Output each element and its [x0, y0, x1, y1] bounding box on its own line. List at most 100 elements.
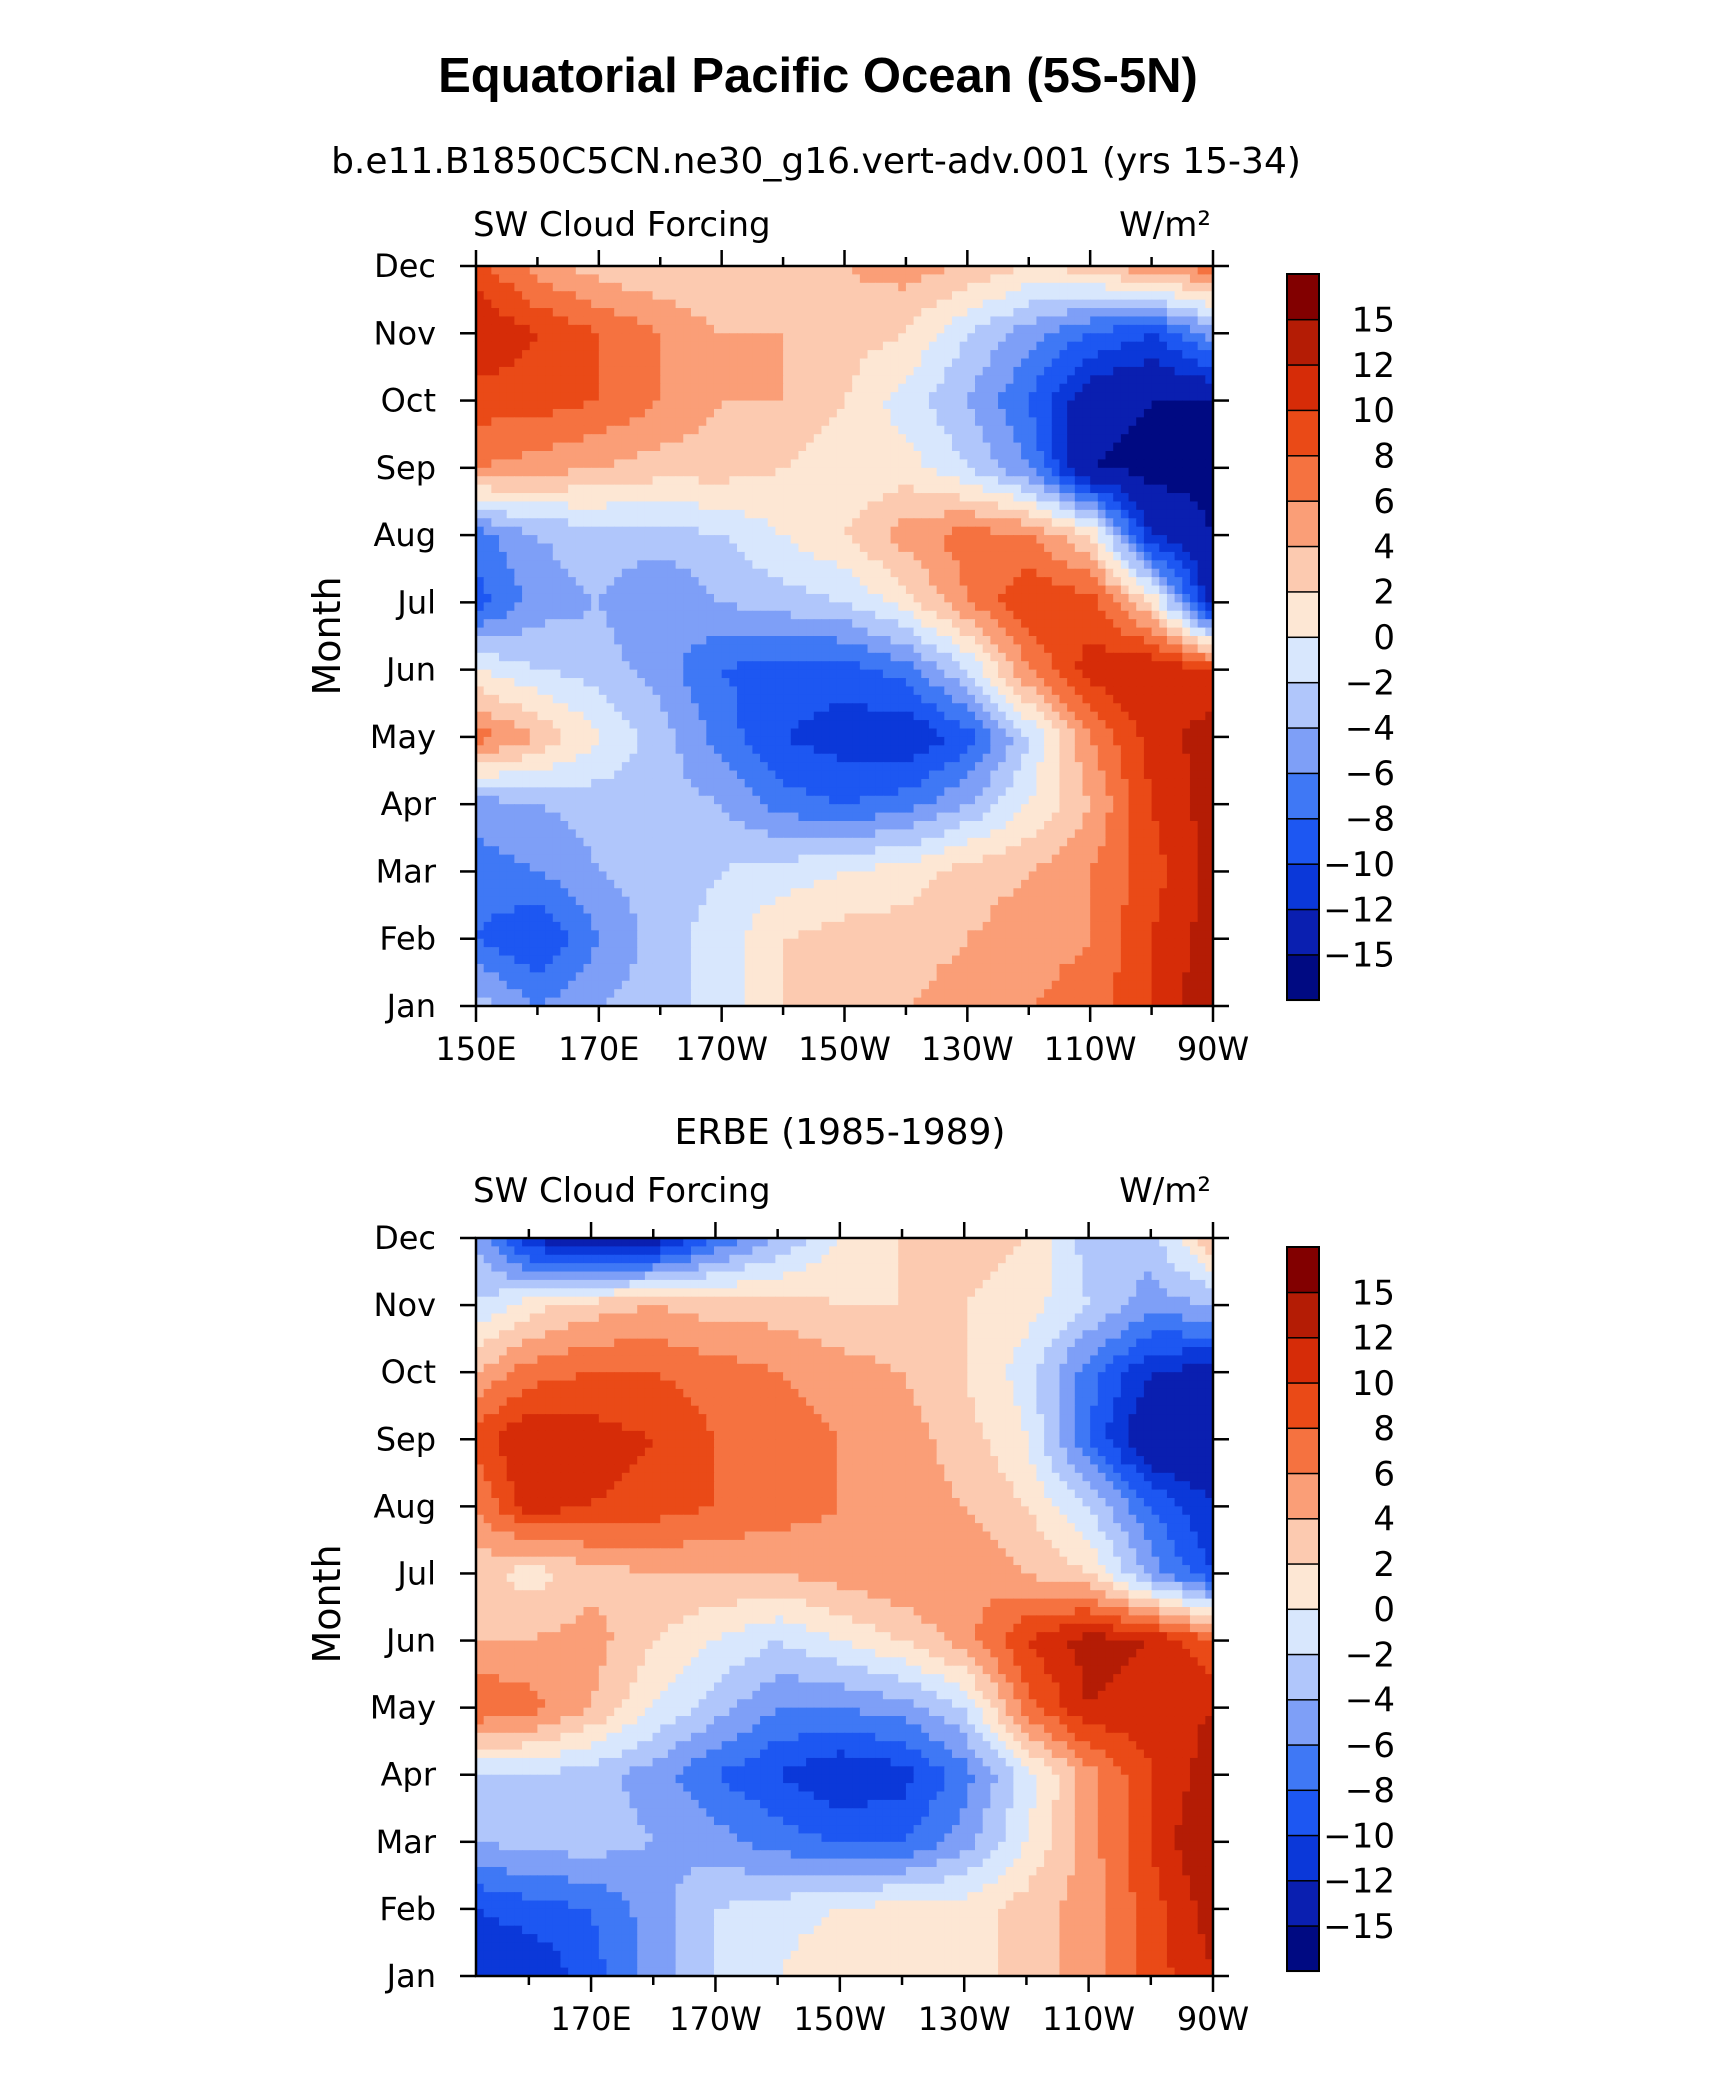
- heatmap-cell: [744, 602, 753, 612]
- heatmap-cell: [1159, 375, 1168, 385]
- heatmap-cell: [867, 392, 876, 402]
- heatmap-cell: [1028, 636, 1038, 646]
- heatmap-cell: [652, 341, 661, 351]
- heatmap-cell: [575, 568, 585, 578]
- heatmap-cell: [798, 694, 807, 704]
- heatmap-cell: [499, 518, 508, 528]
- heatmap-cell: [606, 577, 615, 587]
- heatmap-cell: [921, 425, 930, 435]
- heatmap-cell: [614, 526, 623, 536]
- heatmap-cell: [1166, 678, 1176, 688]
- heatmap-cell: [629, 501, 638, 511]
- heatmap-cell: [1105, 661, 1114, 671]
- heatmap-cell: [990, 274, 999, 284]
- heatmap-cell: [890, 560, 899, 570]
- heatmap-cell: [836, 425, 846, 435]
- heatmap-cell: [1136, 358, 1145, 368]
- heatmap-cell: [1005, 375, 1014, 385]
- heatmap-cell: [606, 593, 615, 603]
- heatmap-cell: [690, 509, 700, 519]
- heatmap-cell: [660, 366, 669, 376]
- heatmap-cell: [545, 577, 554, 587]
- heatmap-cell: [499, 568, 508, 578]
- heatmap-cell: [775, 501, 784, 511]
- heatmap-cell: [1189, 333, 1199, 343]
- heatmap-cell: [844, 610, 853, 620]
- heatmap-cell: [629, 593, 638, 603]
- heatmap-cell: [790, 627, 800, 637]
- heatmap-cell: [859, 350, 869, 360]
- heatmap-cell: [737, 501, 746, 511]
- heatmap-cell: [1182, 308, 1191, 318]
- heatmap-cell: [806, 467, 815, 477]
- heatmap-cell: [867, 324, 876, 334]
- heatmap-cell: [1074, 669, 1084, 679]
- heatmap-cell: [606, 493, 615, 503]
- heatmap-cell: [667, 543, 677, 553]
- heatmap-cell: [967, 501, 976, 511]
- heatmap-cell: [913, 383, 922, 393]
- heatmap-cell: [506, 644, 515, 654]
- heatmap-cell: [752, 316, 761, 326]
- heatmap-cell: [1136, 400, 1145, 410]
- heatmap-cell: [898, 341, 907, 351]
- heatmap-cell: [1205, 350, 1213, 360]
- heatmap-cell: [706, 266, 715, 276]
- heatmap-cell: [514, 560, 523, 570]
- heatmap-cell: [875, 358, 884, 368]
- heatmap-cell: [752, 602, 761, 612]
- heatmap-cell: [798, 383, 807, 393]
- heatmap-cell: [1189, 577, 1199, 587]
- heatmap-cell: [1044, 568, 1053, 578]
- heatmap-cell: [637, 585, 646, 595]
- heatmap-cell: [1074, 661, 1084, 671]
- heatmap-cell: [614, 375, 623, 385]
- heatmap-cell: [529, 543, 539, 553]
- heatmap-cell: [583, 333, 592, 343]
- heatmap-cell: [1189, 358, 1199, 368]
- heatmap-cell: [698, 619, 707, 629]
- heatmap-cell: [1136, 299, 1145, 309]
- heatmap-cell: [998, 350, 1007, 360]
- heatmap-cell: [1082, 577, 1091, 587]
- heatmap-cell: [1166, 400, 1176, 410]
- heatmap-cell: [644, 602, 654, 612]
- heatmap-cell: [882, 585, 892, 595]
- heatmap-cell: [660, 467, 669, 477]
- heatmap-cell: [529, 451, 539, 461]
- heatmap-cell: [844, 602, 853, 612]
- heatmap-cell: [998, 408, 1007, 418]
- heatmap-cell: [690, 308, 700, 318]
- heatmap-cell: [690, 442, 700, 452]
- heatmap-cell: [476, 341, 485, 351]
- heatmap-cell: [514, 434, 523, 444]
- heatmap-cell: [1197, 577, 1206, 587]
- heatmap-cell: [1128, 358, 1137, 368]
- heatmap-cell: [667, 577, 677, 587]
- heatmap-cell: [713, 585, 723, 595]
- heatmap-cell: [752, 669, 761, 679]
- heatmap-cell: [913, 358, 922, 368]
- heatmap-cell: [1120, 299, 1130, 309]
- heatmap-cell: [1074, 434, 1084, 444]
- heatmap-cell: [1159, 341, 1168, 351]
- heatmap-cell: [798, 644, 807, 654]
- heatmap-cell: [660, 669, 669, 679]
- heatmap-cell: [1013, 610, 1022, 620]
- heatmap-cell: [1197, 694, 1206, 704]
- heatmap-cell: [798, 417, 807, 427]
- heatmap-cell: [806, 282, 815, 292]
- heatmap-cell: [1021, 341, 1030, 351]
- heatmap-cell: [951, 585, 961, 595]
- heatmap-cell: [1105, 686, 1114, 696]
- heatmap-cell: [491, 467, 500, 477]
- heatmap-cell: [1044, 493, 1053, 503]
- heatmap-cell: [836, 467, 846, 477]
- heatmap-cell: [967, 400, 976, 410]
- heatmap-cell: [1059, 669, 1068, 679]
- heatmap-cell: [1082, 644, 1091, 654]
- heatmap-cell: [529, 392, 539, 402]
- heatmap-cell: [537, 459, 546, 469]
- heatmap-cell: [698, 434, 707, 444]
- heatmap-cell: [560, 308, 569, 318]
